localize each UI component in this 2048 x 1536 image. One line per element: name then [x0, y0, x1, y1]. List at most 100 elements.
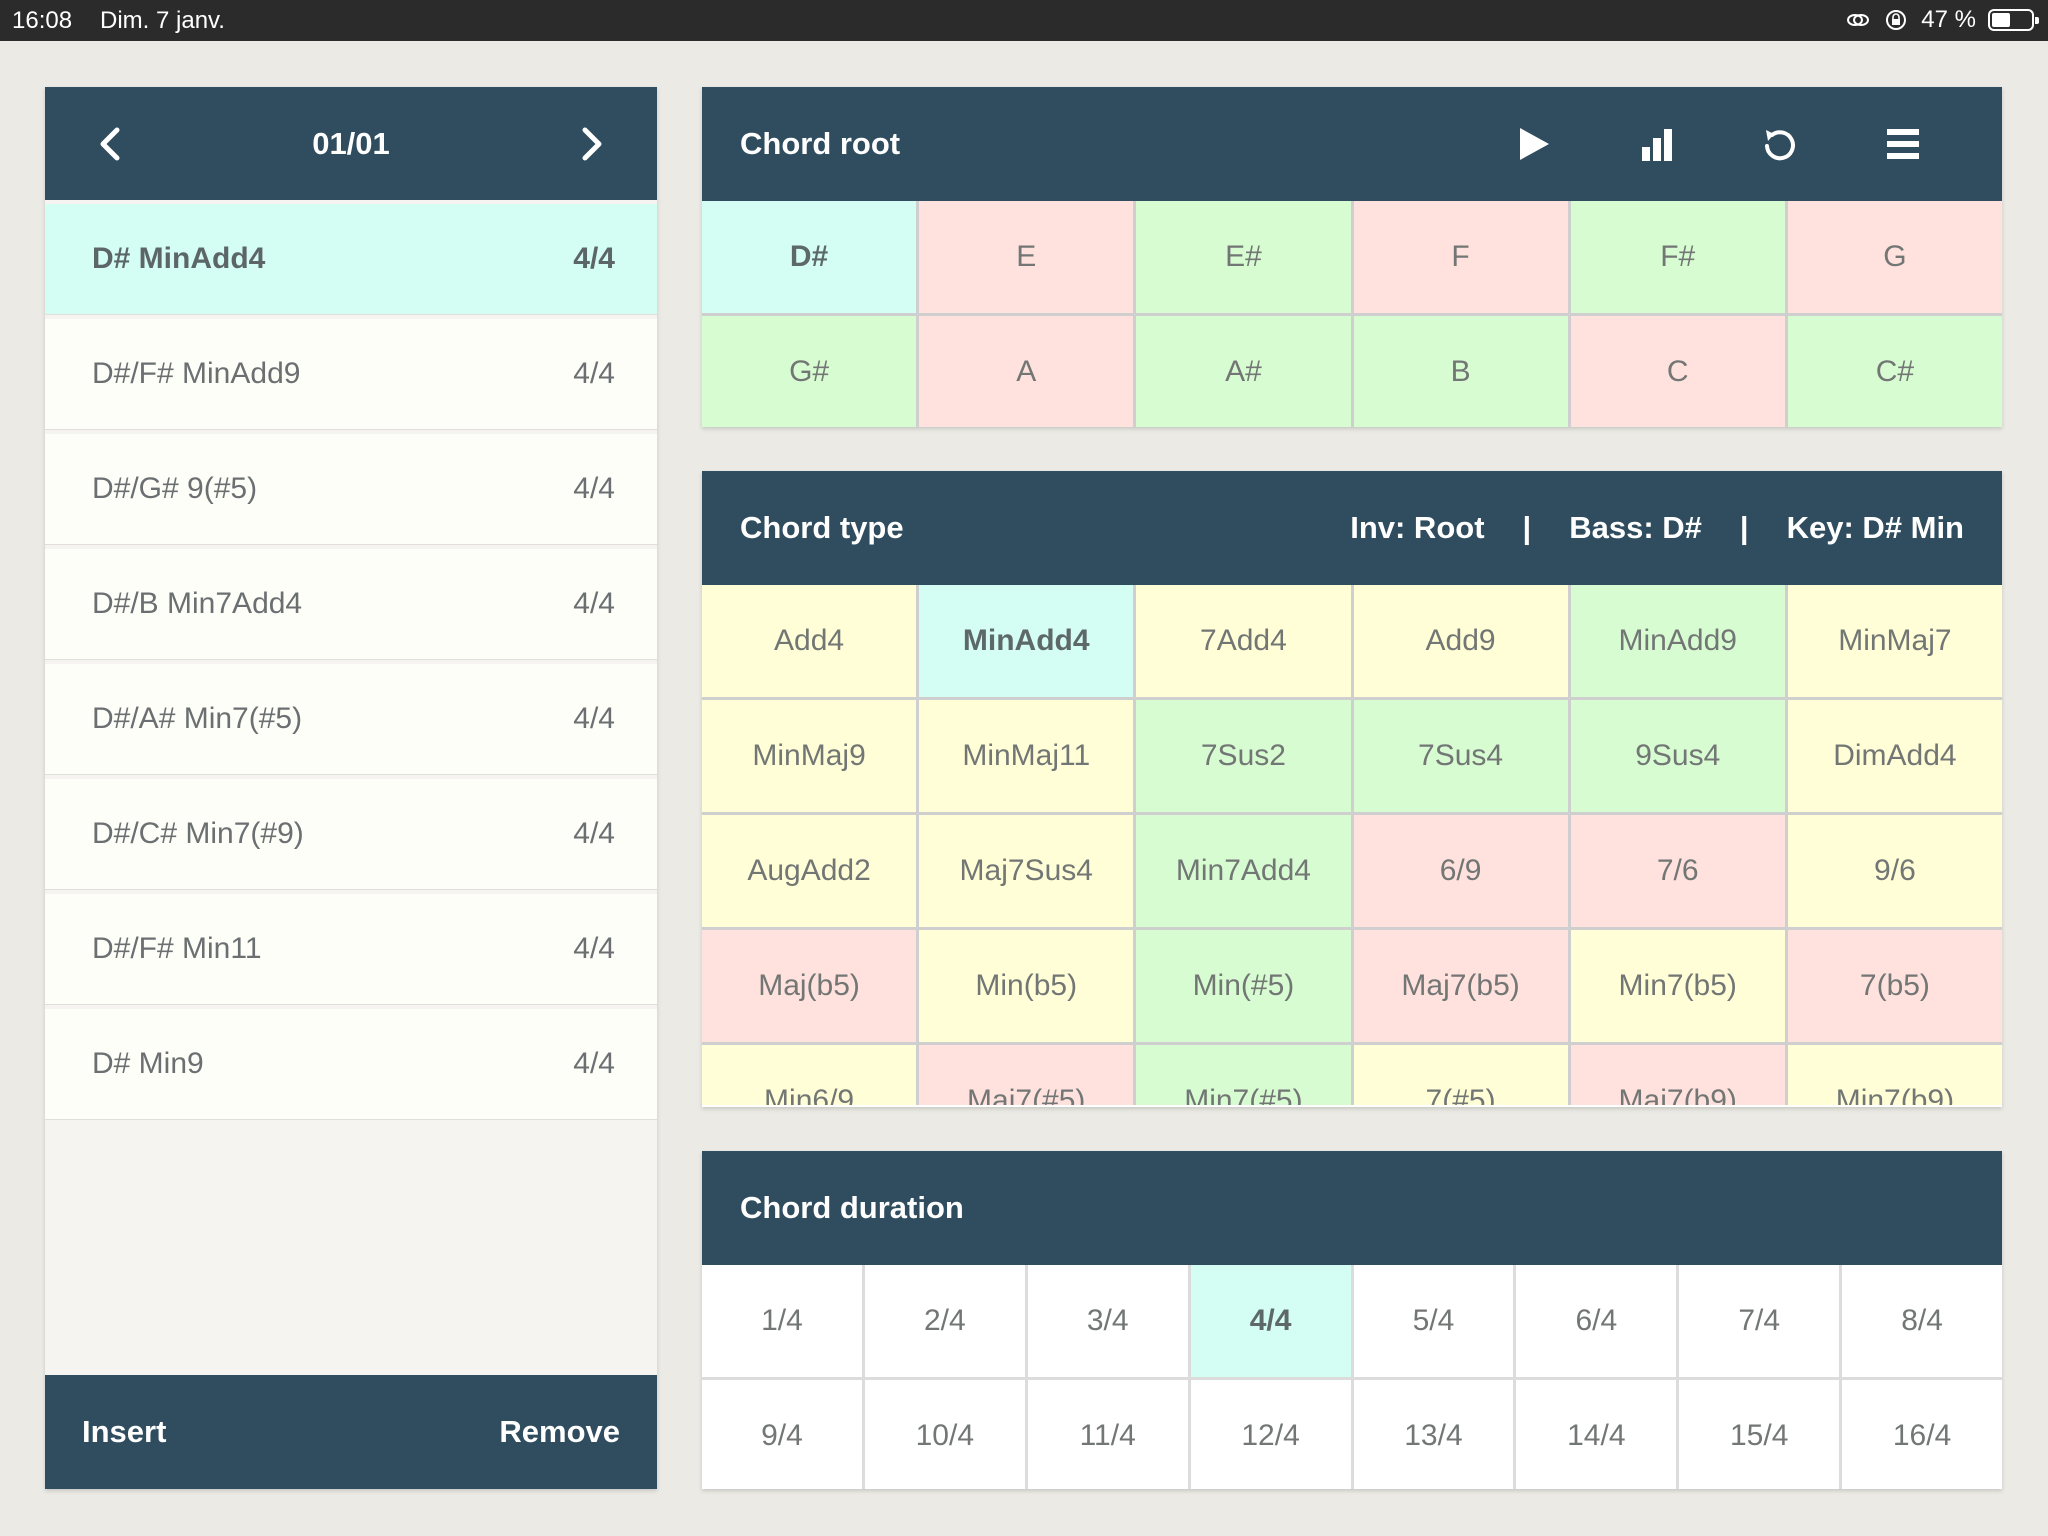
chord-type-button[interactable]: MinMaj9	[702, 700, 917, 812]
chord-duration: 4/4	[573, 587, 615, 620]
chord-type-scroll[interactable]: Add4 MinAdd4 7Add4 Add9 MinAdd9 MinMaj7 MinMaj…	[702, 585, 2002, 1105]
chord-type-button[interactable]: Add9	[1353, 585, 1568, 697]
duration-button[interactable]: 4/4	[1190, 1265, 1351, 1377]
root-note-button[interactable]: F	[1353, 201, 1568, 313]
remove-button[interactable]: Remove	[499, 1414, 620, 1449]
chord-type-button[interactable]: Maj(b5)	[702, 930, 917, 1042]
duration-button[interactable]: 8/4	[1842, 1265, 2002, 1377]
chord-type-button[interactable]: MinMaj11	[919, 700, 1134, 812]
chord-type-button[interactable]: 7(b5)	[1787, 930, 2002, 1042]
chord-name: D#/C# Min7(#9)	[92, 817, 304, 850]
chord-type-button[interactable]: 9Sus4	[1570, 700, 1785, 812]
chord-type-button[interactable]: MinAdd9	[1570, 585, 1785, 697]
chord-duration: 4/4	[573, 817, 615, 850]
previous-button[interactable]	[85, 119, 135, 169]
chord-type-button[interactable]: Maj7Sus4	[919, 815, 1134, 927]
key-label[interactable]: Key: D# Min	[1786, 510, 1964, 545]
chart-button[interactable]	[1595, 114, 1718, 174]
chord-name: D#/A# Min7(#5)	[92, 702, 303, 735]
root-note-button[interactable]: D#	[702, 201, 917, 313]
root-note-button[interactable]: C	[1570, 316, 1785, 427]
chord-root-header: Chord root	[702, 87, 2002, 201]
chord-type-button[interactable]: AugAdd2	[702, 815, 917, 927]
chord-type-button[interactable]: MinMaj7	[1787, 585, 2002, 697]
chord-type-button[interactable]: 7(#5)	[1353, 1045, 1568, 1105]
root-note-button[interactable]: G#	[702, 316, 917, 427]
next-button[interactable]	[567, 119, 617, 169]
chord-root-panel: Chord root D# E E# F F# G G# A A# B C C#	[702, 87, 2002, 427]
chord-list-item[interactable]: D# Min9 4/4	[45, 1009, 657, 1120]
root-note-button[interactable]: G	[1787, 201, 2002, 313]
chord-type-button[interactable]: 6/9	[1353, 815, 1568, 927]
play-icon	[1519, 128, 1549, 160]
duration-button[interactable]: 2/4	[864, 1265, 1025, 1377]
chord-root-title: Chord root	[740, 126, 901, 161]
duration-button[interactable]: 3/4	[1027, 1265, 1188, 1377]
chord-type-header: Chord type Inv: Root | Bass: D# | Key: D…	[702, 471, 2002, 585]
chord-meta: Inv: Root | Bass: D# | Key: D# Min	[1350, 510, 1964, 546]
battery-percent: 47 %	[1921, 6, 1976, 33]
root-note-button[interactable]: B	[1353, 316, 1568, 427]
root-note-button[interactable]: E#	[1136, 201, 1351, 313]
battery-fill	[1992, 13, 2010, 27]
chord-list-item[interactable]: D#/B Min7Add4 4/4	[45, 549, 657, 660]
chord-type-title: Chord type	[740, 510, 904, 545]
chord-type-button[interactable]: Min(#5)	[1136, 930, 1351, 1042]
chord-type-button[interactable]: 9/6	[1787, 815, 2002, 927]
chord-type-button[interactable]: Maj7(#5)	[919, 1045, 1134, 1105]
chord-type-button[interactable]: Min7(#5)	[1136, 1045, 1351, 1105]
chord-duration-grid: 1/4 2/4 3/4 4/4 5/4 6/4 7/4 8/4 9/4 10/4 11/4 12/4 1…	[702, 1265, 2002, 1489]
chord-type-button[interactable]: 7Add4	[1136, 585, 1351, 697]
chord-type-button[interactable]: Add4	[702, 585, 917, 697]
duration-button[interactable]: 15/4	[1679, 1380, 1840, 1489]
root-note-button[interactable]: A#	[1136, 316, 1351, 427]
chord-list: D# MinAdd4 4/4 D#/F# MinAdd9 4/4 D#/G# 9(#5)…	[45, 204, 657, 1120]
duration-button[interactable]: 6/4	[1516, 1265, 1677, 1377]
chord-type-button[interactable]: Min(b5)	[919, 930, 1134, 1042]
chord-type-button[interactable]: Min6/9	[702, 1045, 917, 1105]
undo-button[interactable]	[1718, 114, 1841, 174]
duration-button[interactable]: 16/4	[1842, 1380, 2002, 1489]
root-note-button[interactable]: E	[919, 201, 1134, 313]
bass-label[interactable]: Bass: D#	[1569, 510, 1702, 545]
play-button[interactable]	[1472, 114, 1595, 174]
chord-list-item[interactable]: D# MinAdd4 4/4	[45, 204, 657, 315]
chord-type-button[interactable]: Min7(b9)	[1787, 1045, 2002, 1105]
duration-button[interactable]: 13/4	[1353, 1380, 1514, 1489]
chord-type-button[interactable]: Maj7(b9)	[1570, 1045, 1785, 1105]
chord-type-button[interactable]: 7Sus4	[1353, 700, 1568, 812]
separator: |	[1522, 510, 1532, 545]
chord-type-button[interactable]: 7/6	[1570, 815, 1785, 927]
chord-sequence-panel: 01/01 D# MinAdd4 4/4 D#/F# MinAdd9 4/4 D#/G#…	[45, 87, 657, 1489]
chord-list-item[interactable]: D#/F# MinAdd9 4/4	[45, 319, 657, 430]
chord-list-item[interactable]: D#/C# Min7(#9) 4/4	[45, 779, 657, 890]
chord-list-item[interactable]: D#/G# 9(#5) 4/4	[45, 434, 657, 545]
duration-button[interactable]: 14/4	[1516, 1380, 1677, 1489]
chord-list-item[interactable]: D#/F# Min11 4/4	[45, 894, 657, 1005]
menu-button[interactable]	[1841, 114, 1964, 174]
inversion-label[interactable]: Inv: Root	[1350, 510, 1485, 545]
root-note-button[interactable]: F#	[1570, 201, 1785, 313]
chord-duration: 4/4	[573, 1047, 615, 1080]
duration-button[interactable]: 10/4	[864, 1380, 1025, 1489]
root-note-button[interactable]: C#	[1787, 316, 2002, 427]
chord-type-button[interactable]: 7Sus2	[1136, 700, 1351, 812]
chord-duration: 4/4	[573, 242, 615, 275]
chord-type-button[interactable]: DimAdd4	[1787, 700, 2002, 812]
chord-type-button[interactable]: Min7Add4	[1136, 815, 1351, 927]
duration-button[interactable]: 7/4	[1679, 1265, 1840, 1377]
duration-button[interactable]: 11/4	[1027, 1380, 1188, 1489]
duration-button[interactable]: 12/4	[1190, 1380, 1351, 1489]
duration-button[interactable]: 9/4	[702, 1380, 862, 1489]
chord-type-button[interactable]: MinAdd4	[919, 585, 1134, 697]
root-note-button[interactable]: A	[919, 316, 1134, 427]
duration-button[interactable]: 1/4	[702, 1265, 862, 1377]
chord-name: D# MinAdd4	[92, 242, 266, 275]
chord-type-button[interactable]: Maj7(b5)	[1353, 930, 1568, 1042]
chord-list-item[interactable]: D#/A# Min7(#5) 4/4	[45, 664, 657, 775]
duration-button[interactable]: 5/4	[1353, 1265, 1514, 1377]
chord-type-button[interactable]: Min7(b5)	[1570, 930, 1785, 1042]
insert-button[interactable]: Insert	[82, 1414, 167, 1449]
rotation-lock-icon	[1886, 10, 1907, 30]
battery-icon	[1988, 9, 2039, 31]
